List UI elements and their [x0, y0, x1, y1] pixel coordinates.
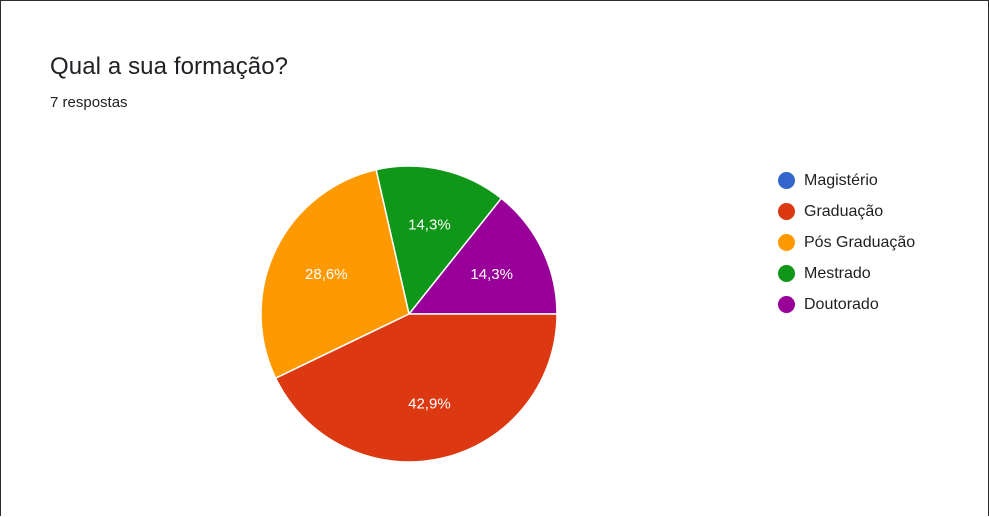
legend-swatch: [778, 296, 795, 313]
legend-item[interactable]: Graduação: [778, 196, 915, 227]
pie-slice-gradua-o[interactable]: [274, 313, 558, 463]
response-count: 7 respostas: [50, 94, 128, 111]
chart-legend: Magistério Graduação Pós Graduação Mestrado…: [778, 165, 915, 320]
slice-label-p-s-gradua-o: 28,6%: [305, 266, 348, 283]
legend-label: Magistério: [804, 171, 878, 189]
slice-label-mestrado: 14,3%: [408, 217, 451, 234]
legend-label: Doutorado: [804, 295, 879, 313]
legend-swatch: [778, 172, 795, 189]
slice-label-gradua-o: 42,9%: [408, 396, 451, 413]
legend-item[interactable]: Mestrado: [778, 258, 915, 289]
pie-slice-p-s-gradua-o[interactable]: [260, 168, 410, 380]
pie-slice-mestrado[interactable]: [375, 165, 503, 316]
legend-swatch: [778, 265, 795, 282]
legend-label: Mestrado: [804, 264, 871, 282]
legend-item[interactable]: Magistério: [778, 165, 915, 196]
pie-slice-doutorado[interactable]: [407, 197, 558, 315]
legend-swatch: [778, 234, 795, 251]
legend-item[interactable]: Doutorado: [778, 289, 915, 320]
chart-title: Qual a sua formação?: [50, 53, 289, 80]
legend-item[interactable]: Pós Graduação: [778, 227, 915, 258]
slice-label-doutorado: 14,3%: [470, 266, 513, 283]
legend-swatch: [778, 203, 795, 220]
legend-label: Pós Graduação: [804, 233, 916, 251]
legend-label: Graduação: [804, 202, 884, 220]
